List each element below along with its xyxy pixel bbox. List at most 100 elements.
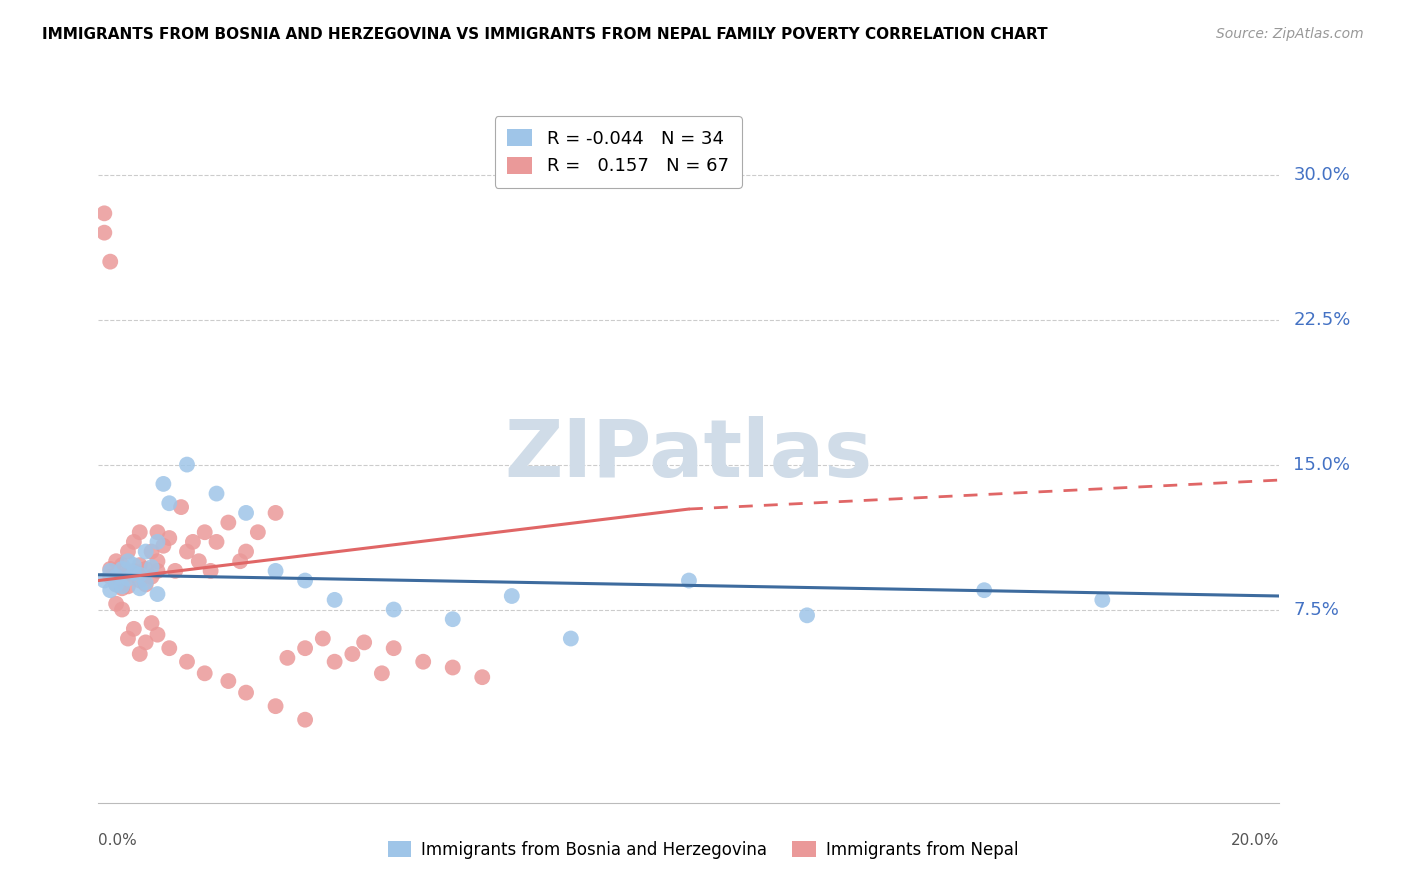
Point bbox=[111, 579, 134, 593]
Point bbox=[105, 554, 128, 568]
Point bbox=[176, 544, 198, 558]
Point bbox=[98, 562, 121, 576]
Point bbox=[412, 655, 434, 669]
Point bbox=[93, 226, 115, 240]
Point bbox=[117, 579, 139, 593]
Point bbox=[117, 572, 139, 586]
Point bbox=[128, 567, 150, 582]
Text: 0.0%: 0.0% bbox=[98, 833, 138, 848]
Text: ZIPatlas: ZIPatlas bbox=[505, 416, 873, 494]
Point bbox=[135, 577, 157, 591]
Point bbox=[146, 535, 169, 549]
Point bbox=[146, 587, 169, 601]
Point bbox=[471, 670, 494, 684]
Point bbox=[141, 560, 163, 574]
Point bbox=[264, 564, 287, 578]
Point bbox=[135, 575, 157, 590]
Point bbox=[128, 558, 150, 573]
Point bbox=[441, 660, 464, 674]
Point bbox=[229, 554, 252, 568]
Point bbox=[235, 544, 257, 558]
Point bbox=[105, 570, 128, 584]
Point bbox=[146, 564, 169, 578]
Point bbox=[128, 525, 150, 540]
Point bbox=[122, 535, 145, 549]
Point bbox=[128, 647, 150, 661]
Point bbox=[128, 582, 150, 596]
Point bbox=[176, 655, 198, 669]
Point bbox=[323, 655, 346, 669]
Point bbox=[141, 544, 163, 558]
Text: 22.5%: 22.5% bbox=[1294, 310, 1351, 328]
Point bbox=[111, 582, 134, 596]
Point bbox=[323, 592, 346, 607]
Point bbox=[246, 525, 269, 540]
Point bbox=[194, 666, 217, 681]
Point bbox=[93, 206, 115, 220]
Point bbox=[294, 641, 316, 656]
Point bbox=[135, 635, 157, 649]
Point bbox=[122, 558, 145, 573]
Point bbox=[98, 570, 121, 584]
Point bbox=[146, 525, 169, 540]
Point bbox=[111, 572, 134, 586]
Point bbox=[122, 566, 145, 580]
Point bbox=[98, 583, 121, 598]
Point bbox=[111, 558, 134, 573]
Point bbox=[105, 577, 128, 591]
Point bbox=[117, 554, 139, 568]
Point bbox=[205, 535, 228, 549]
Point bbox=[382, 602, 405, 616]
Legend: R = -0.044   N = 34, R =   0.157   N = 67: R = -0.044 N = 34, R = 0.157 N = 67 bbox=[495, 116, 741, 188]
Point bbox=[796, 608, 818, 623]
Point bbox=[371, 666, 394, 681]
Point bbox=[93, 574, 115, 588]
Point bbox=[128, 574, 150, 588]
Point bbox=[235, 686, 257, 700]
Point bbox=[200, 564, 222, 578]
Point bbox=[141, 615, 163, 630]
Point bbox=[194, 525, 217, 540]
Point bbox=[141, 570, 163, 584]
Point bbox=[181, 535, 204, 549]
Point bbox=[146, 554, 169, 568]
Point bbox=[165, 564, 187, 578]
Point bbox=[135, 544, 157, 558]
Point bbox=[264, 699, 287, 714]
Point bbox=[187, 554, 209, 568]
Point bbox=[678, 574, 700, 588]
Point bbox=[353, 635, 375, 649]
Point bbox=[441, 612, 464, 626]
Point bbox=[105, 597, 128, 611]
Point bbox=[157, 496, 180, 510]
Legend: Immigrants from Bosnia and Herzegovina, Immigrants from Nepal: Immigrants from Bosnia and Herzegovina, … bbox=[381, 835, 1025, 866]
Point bbox=[105, 567, 128, 582]
Point bbox=[294, 713, 316, 727]
Text: 20.0%: 20.0% bbox=[1232, 833, 1279, 848]
Point bbox=[294, 574, 316, 588]
Point bbox=[973, 583, 995, 598]
Point bbox=[117, 566, 139, 580]
Point bbox=[122, 622, 145, 636]
Point bbox=[152, 539, 174, 553]
Text: 15.0%: 15.0% bbox=[1294, 456, 1350, 474]
Point bbox=[342, 647, 364, 661]
Point bbox=[276, 651, 298, 665]
Text: IMMIGRANTS FROM BOSNIA AND HERZEGOVINA VS IMMIGRANTS FROM NEPAL FAMILY POVERTY C: IMMIGRANTS FROM BOSNIA AND HERZEGOVINA V… bbox=[42, 27, 1047, 42]
Point bbox=[157, 531, 180, 545]
Point bbox=[111, 562, 134, 576]
Point bbox=[264, 506, 287, 520]
Point bbox=[1091, 592, 1114, 607]
Text: Source: ZipAtlas.com: Source: ZipAtlas.com bbox=[1216, 27, 1364, 41]
Point bbox=[98, 564, 121, 578]
Point bbox=[205, 486, 228, 500]
Text: 30.0%: 30.0% bbox=[1294, 166, 1350, 184]
Point bbox=[117, 632, 139, 646]
Point bbox=[146, 628, 169, 642]
Point bbox=[122, 564, 145, 578]
Point bbox=[152, 476, 174, 491]
Point bbox=[176, 458, 198, 472]
Point bbox=[501, 589, 523, 603]
Point bbox=[105, 577, 128, 591]
Point bbox=[382, 641, 405, 656]
